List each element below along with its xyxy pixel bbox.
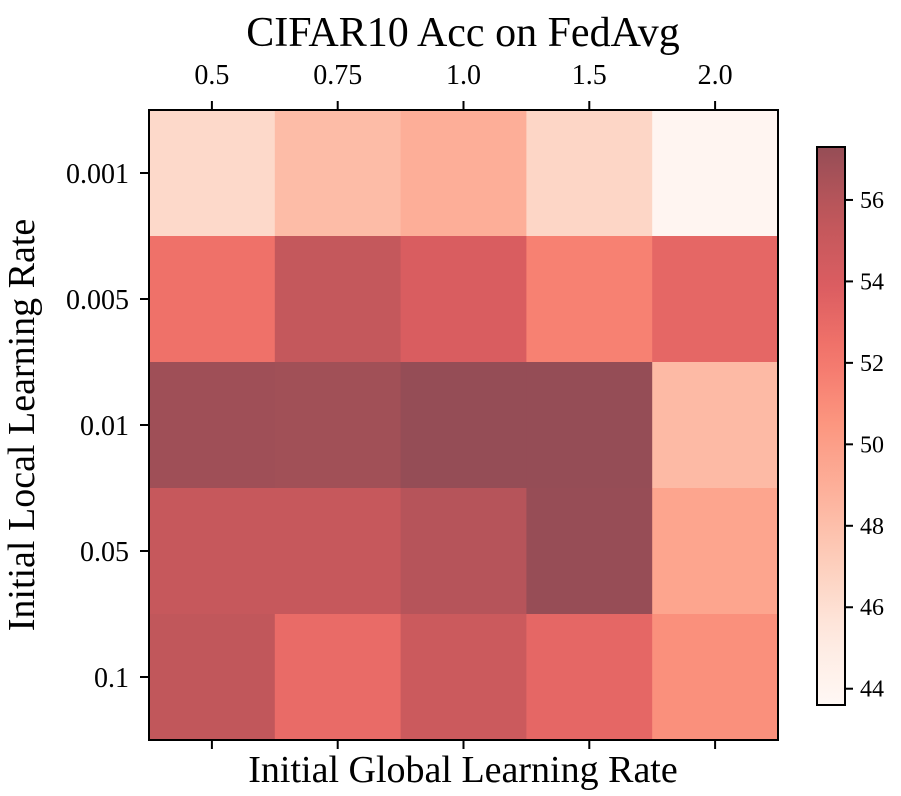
colorbar-gradient (816, 146, 846, 706)
colorbar-tick-label: 56 (860, 188, 884, 214)
heatmap-cell (149, 614, 276, 741)
heatmap-cell (274, 488, 402, 615)
y-tick-label: 0.01 (80, 411, 129, 442)
x-axis-label: Initial Global Learning Rate (248, 749, 677, 791)
heatmap-cell (526, 614, 653, 741)
y-axis-ticks: 0.001 0.005 0.01 0.05 0.1 (66, 159, 149, 694)
heatmap-cell (526, 362, 653, 489)
colorbar-tick-label: 48 (860, 514, 884, 540)
x-tick-label: 1.5 (572, 60, 607, 91)
heatmap-cell (400, 110, 527, 237)
heatmap-cell (652, 110, 779, 237)
heatmap-cell (274, 236, 402, 363)
colorbar-tick-label: 50 (860, 432, 884, 458)
heatmap-cell (400, 614, 527, 741)
heatmap-cell (526, 488, 653, 615)
heatmap-cell (526, 110, 653, 237)
x-tick-label: 1.0 (446, 60, 481, 91)
heatmap-cell (274, 614, 402, 741)
colorbar-ticks: 44 46 48 50 52 54 56 (845, 188, 884, 703)
heatmap-cell (652, 614, 779, 741)
heatmap-cell (526, 236, 653, 363)
colorbar-tick-label: 54 (860, 269, 884, 295)
heatmap-cell (400, 488, 527, 615)
x-tick-label: 0.5 (194, 60, 229, 91)
y-tick-label: 0.1 (94, 663, 129, 694)
heatmap-cell (149, 362, 276, 489)
colorbar: 44 46 48 50 52 54 56 (816, 146, 884, 706)
heatmap-cell (149, 488, 276, 615)
heatmap-cell (652, 236, 779, 363)
heatmap-cell (274, 362, 402, 489)
heatmap-cell (149, 236, 276, 363)
y-axis-label: Initial Local Learning Rate (1, 219, 43, 632)
x-tick-label: 2.0 (698, 60, 733, 91)
y-tick-label: 0.001 (66, 159, 129, 190)
y-tick-label: 0.005 (66, 285, 129, 316)
heatmap-cell (400, 236, 527, 363)
heatmap-cell (652, 362, 779, 489)
heatmap-cell (274, 110, 402, 237)
heatmap-cell (652, 488, 779, 615)
chart-title: CIFAR10 Acc on FedAvg (246, 10, 680, 56)
colorbar-tick-label: 52 (860, 351, 884, 377)
y-tick-label: 0.05 (80, 537, 129, 568)
x-tick-label: 0.75 (313, 60, 362, 91)
heatmap-cells (149, 110, 779, 741)
heatmap-cell (400, 362, 527, 489)
x-axis-ticks: 0.5 0.75 1.0 1.5 2.0 (194, 60, 733, 749)
colorbar-tick-label: 46 (860, 595, 884, 621)
heatmap-cell (149, 110, 276, 237)
colorbar-tick-label: 44 (860, 677, 884, 703)
